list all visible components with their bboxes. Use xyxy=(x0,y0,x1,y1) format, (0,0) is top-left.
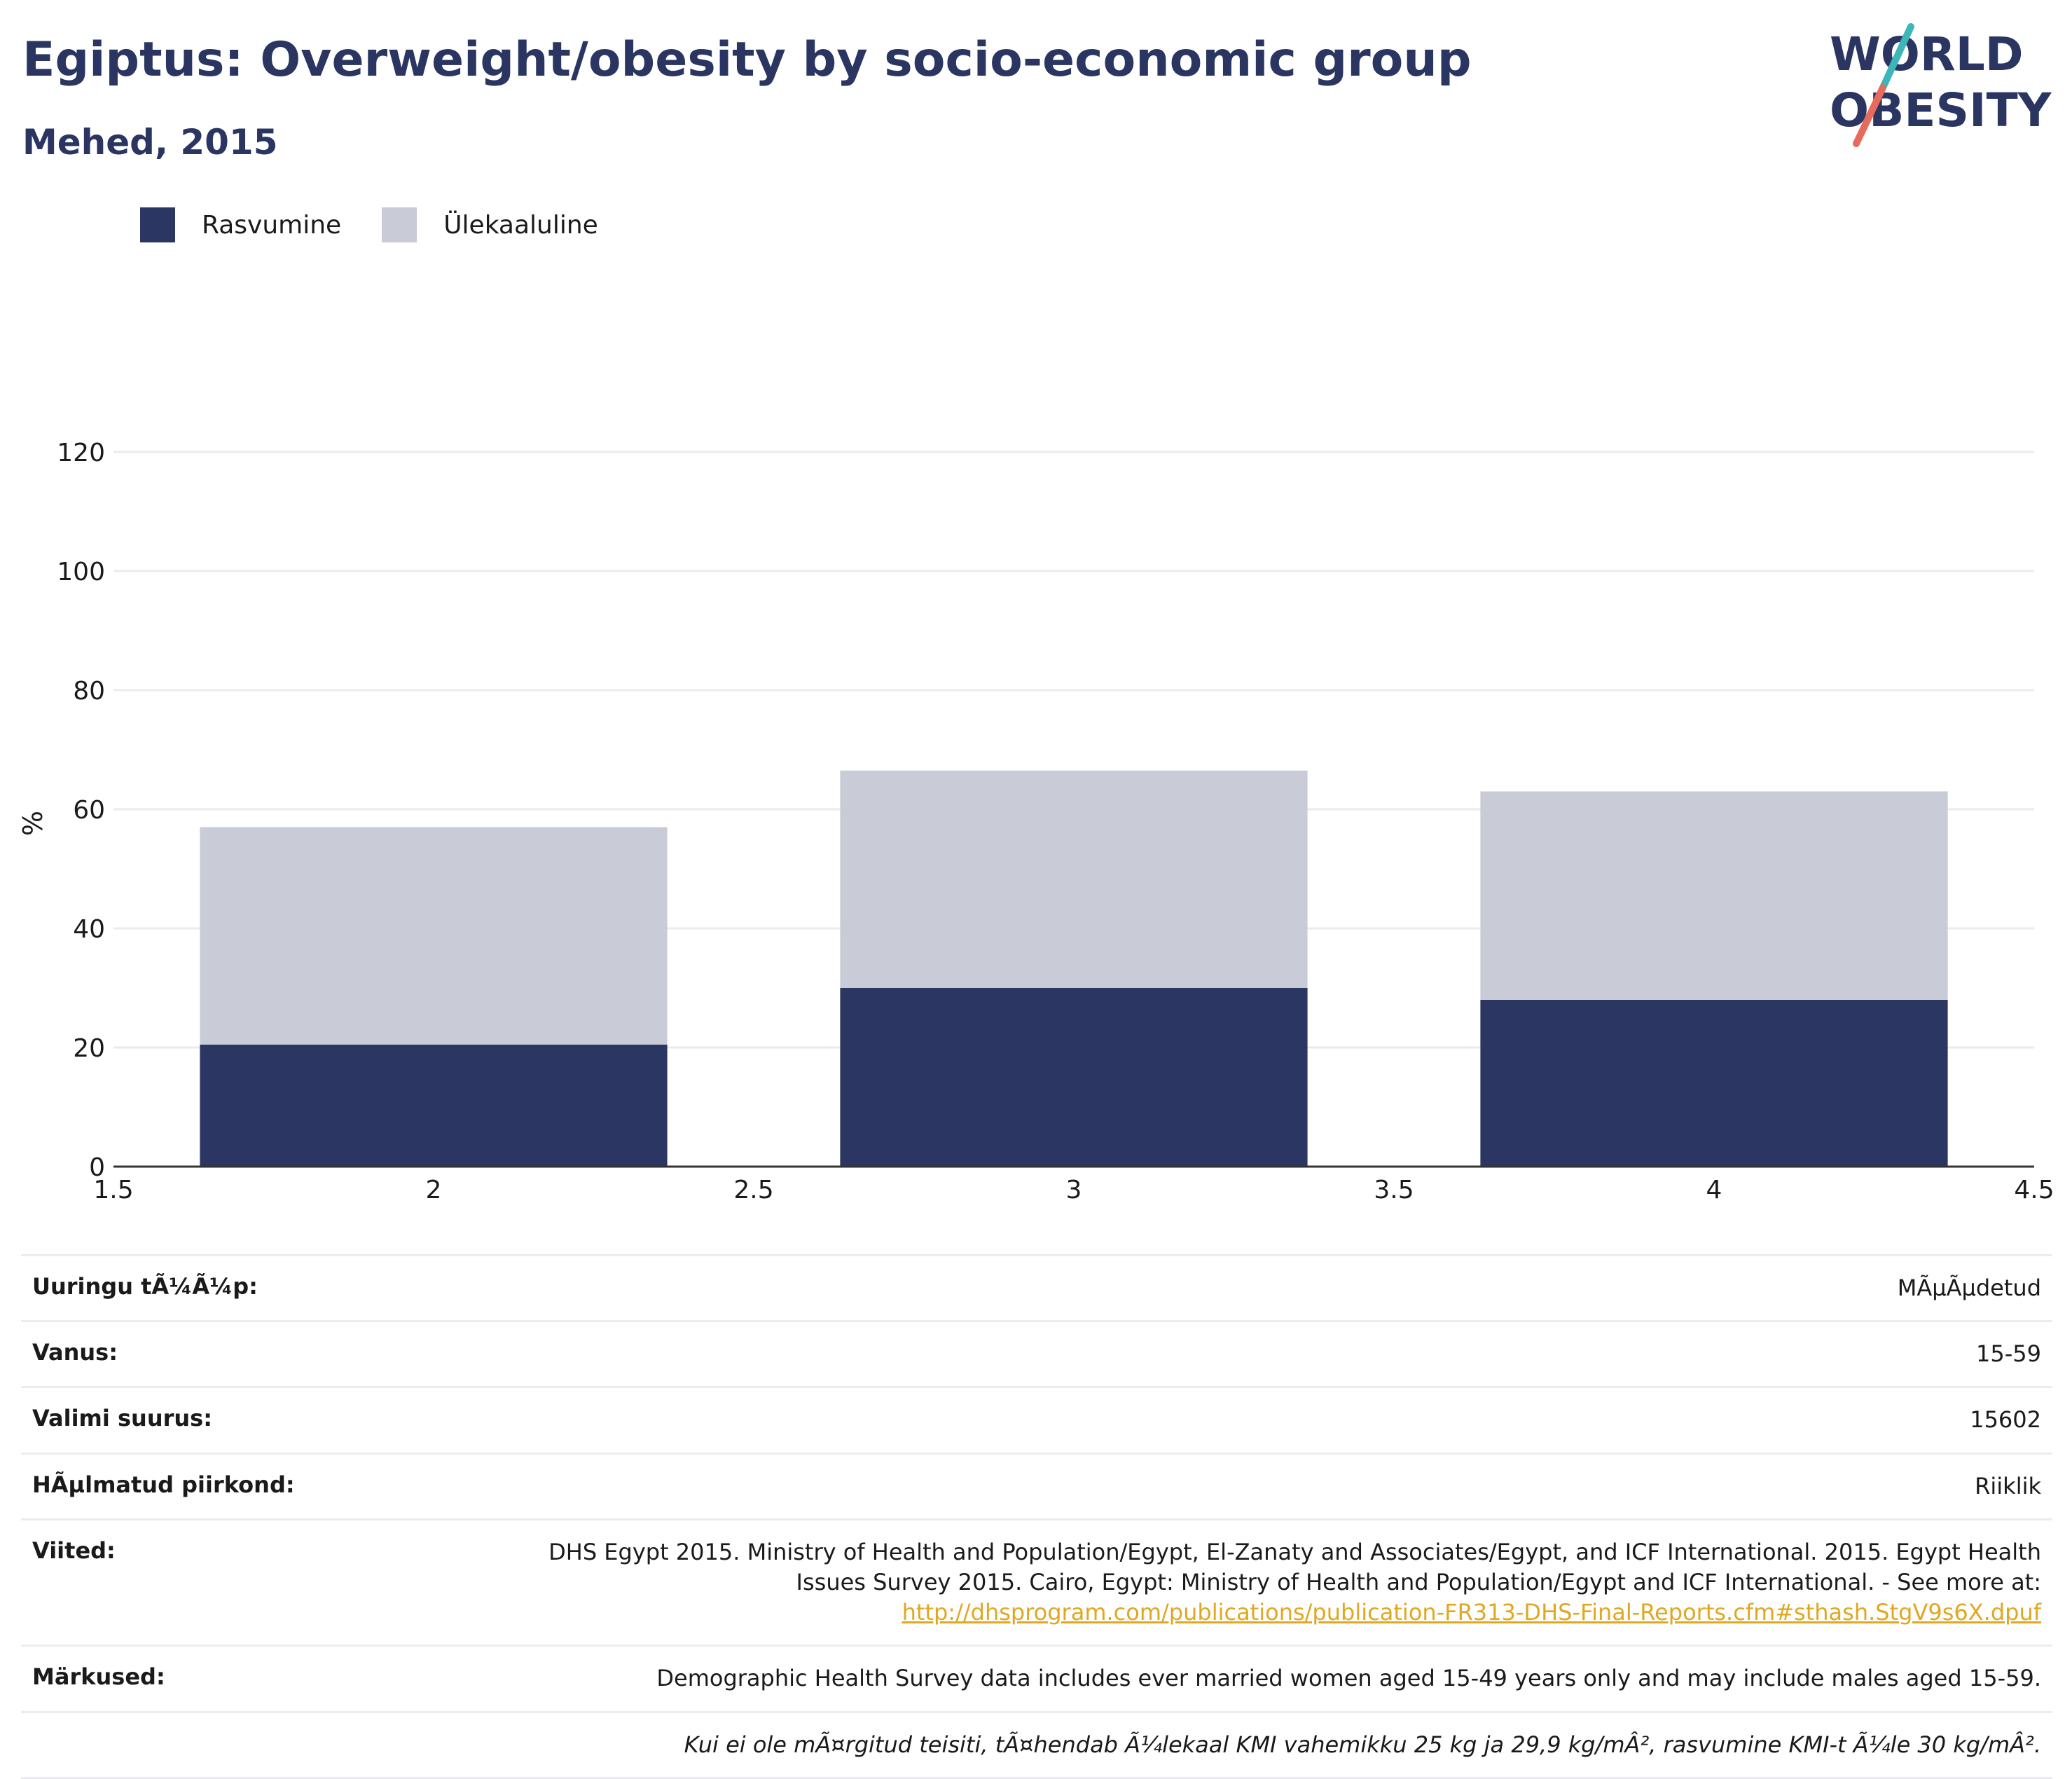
x-tick-label: 4.5 xyxy=(2014,1176,2054,1204)
legend-swatch-ulekaaluline xyxy=(382,207,417,242)
x-tick-label: 1.5 xyxy=(93,1176,133,1204)
info-row-definition: Kui ei ole mÃ¤rgitud teisiti, tÃ¤hendab … xyxy=(21,1710,2052,1779)
chart-title: Egiptus: Overweight/obesity by socio-eco… xyxy=(22,32,1472,88)
legend-label-ulekaaluline: Ülekaaluline xyxy=(443,210,598,240)
info-row-references: Viited: DHS Egypt 2015. Ministry of Heal… xyxy=(21,1518,2052,1645)
legend-swatch-rasvumine xyxy=(140,207,175,242)
legend-item-ulekaaluline[interactable]: Ülekaaluline xyxy=(382,207,598,242)
info-row-notes: Märkused: Demographic Health Survey data… xyxy=(21,1644,2052,1710)
y-tick-label: 100 xyxy=(57,558,105,586)
x-tick-label: 3 xyxy=(1066,1176,1082,1204)
info-key: Vanus: xyxy=(32,1339,118,1366)
info-row-area-covered: HÃµlmatud piirkond: Riiklik xyxy=(21,1452,2052,1518)
legend-label-rasvumine: Rasvumine xyxy=(202,210,342,240)
y-tick-label: 40 xyxy=(73,915,105,944)
references-link[interactable]: http://dhsprogram.com/publications/publi… xyxy=(902,1599,2041,1626)
stacked-bar-chart: 0 20 40 60 80 100 120 1.5 2 2.5 3 3.5 4 4.5% xyxy=(18,439,2054,1204)
info-value: 15602 xyxy=(1970,1406,2041,1434)
info-key: Märkused: xyxy=(32,1663,165,1691)
info-value: 15-59 xyxy=(1976,1340,2041,1368)
x-tick-label: 2 xyxy=(426,1176,442,1204)
references-text: DHS Egypt 2015. Ministry of Health and P… xyxy=(548,1538,2041,1595)
x-tick-label: 3.5 xyxy=(1374,1176,1414,1204)
definition-note: Kui ei ole mÃ¤rgitud teisiti, tÃ¤hendab … xyxy=(684,1731,2041,1758)
info-row-survey-type: Uuringu tÃ¼Ã¼p: MÃµÃµdetud xyxy=(21,1254,2052,1320)
info-value: Demographic Health Survey data includes … xyxy=(656,1665,2041,1692)
chart-legend: Rasvumine Ülekaaluline xyxy=(140,207,639,242)
bar-ulekaaluline xyxy=(840,770,1308,988)
world-obesity-logo: WORLD OBESITY xyxy=(1830,23,2052,147)
y-tick-label: 80 xyxy=(73,677,105,706)
bar-ulekaaluline xyxy=(1480,791,1948,1000)
chart-subtitle: Mehed, 2015 xyxy=(22,122,278,163)
y-axis-label: % xyxy=(18,811,48,836)
info-value: MÃµÃµdetud xyxy=(1897,1275,2041,1301)
info-key: Uuringu tÃ¼Ã¼p: xyxy=(32,1273,258,1300)
logo-word-world: WORLD xyxy=(1830,27,2024,81)
info-key: Valimi suurus: xyxy=(32,1405,213,1432)
info-value: DHS Egypt 2015. Ministry of Health and P… xyxy=(528,1537,2041,1628)
info-row-age: Vanus: 15-59 xyxy=(21,1320,2052,1386)
info-table: Uuringu tÃ¼Ã¼p: MÃµÃµdetud Vanus: 15-59 … xyxy=(21,1254,2052,1779)
info-value: Riiklik xyxy=(1975,1472,2041,1499)
x-tick-label: 2.5 xyxy=(733,1176,773,1204)
bar-rasvumine xyxy=(200,1044,668,1167)
bar-rasvumine xyxy=(1480,1000,1948,1167)
info-row-sample-size: Valimi suurus: 15602 xyxy=(21,1386,2052,1452)
logo-slash-teal xyxy=(1879,23,1914,91)
info-key: Viited: xyxy=(32,1537,116,1564)
y-tick-label: 0 xyxy=(89,1153,105,1182)
info-key: HÃµlmatud piirkond: xyxy=(32,1471,295,1498)
bar-rasvumine xyxy=(840,988,1308,1167)
logo-slash-coral xyxy=(1853,84,1886,147)
y-tick-label: 20 xyxy=(73,1034,105,1063)
bar-ulekaaluline xyxy=(200,827,668,1045)
y-tick-label: 60 xyxy=(73,796,105,825)
x-tick-label: 4 xyxy=(1706,1176,1722,1204)
legend-item-rasvumine[interactable]: Rasvumine xyxy=(140,207,341,242)
y-tick-label: 120 xyxy=(57,439,105,467)
